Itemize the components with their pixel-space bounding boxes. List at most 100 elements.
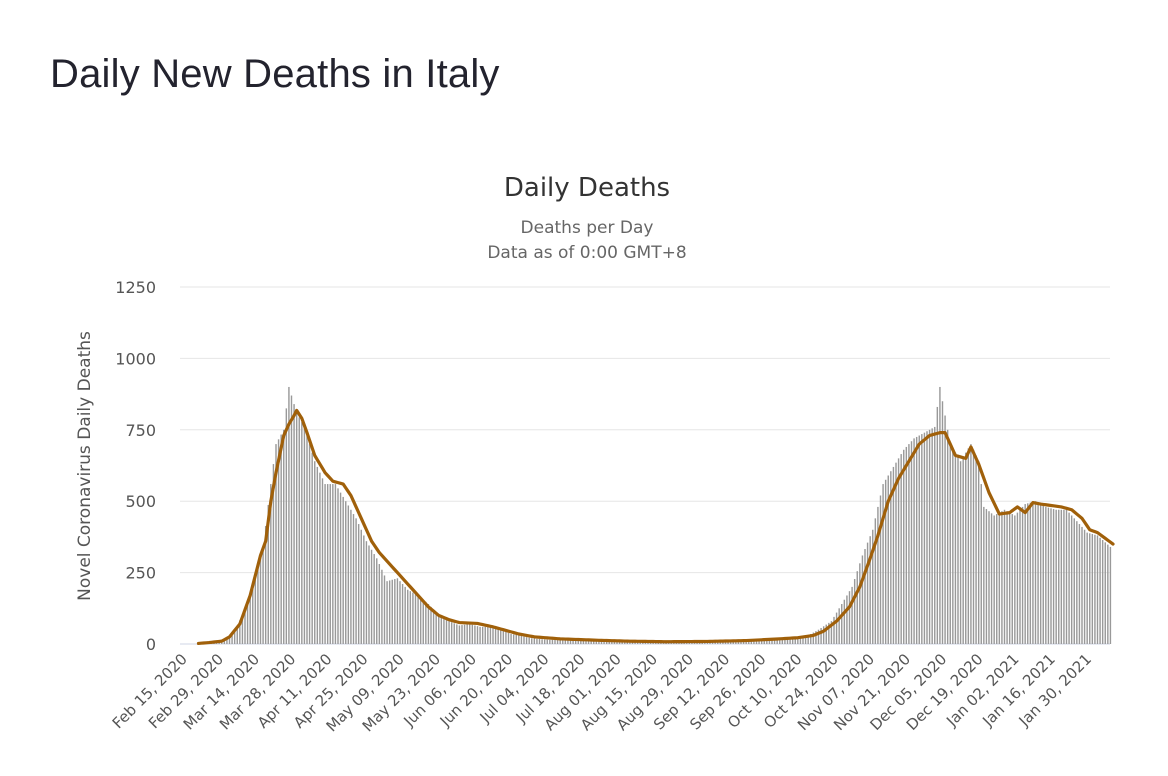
bar — [921, 434, 923, 644]
bar — [856, 571, 858, 644]
bar — [391, 579, 393, 644]
bar — [386, 581, 388, 644]
bar — [1063, 509, 1065, 644]
bar — [345, 501, 347, 644]
bar — [355, 518, 357, 644]
bar — [962, 456, 964, 644]
bar — [593, 641, 595, 644]
bar — [923, 432, 926, 644]
bar — [244, 608, 246, 644]
bar — [443, 618, 445, 644]
bar — [817, 629, 820, 644]
bar — [290, 395, 293, 644]
bar — [1099, 537, 1101, 644]
bar — [476, 626, 479, 644]
bar — [828, 622, 830, 644]
bar — [944, 415, 946, 644]
bar — [231, 635, 233, 644]
bar — [404, 586, 406, 644]
bar — [582, 640, 585, 644]
y-tick-label: 500 — [125, 492, 156, 511]
bar — [900, 454, 902, 644]
bar — [820, 628, 822, 644]
bar — [1104, 542, 1106, 644]
bar — [280, 434, 282, 644]
bar — [432, 609, 435, 644]
bar — [869, 536, 871, 644]
bar — [259, 556, 262, 644]
bar — [396, 578, 399, 644]
bar — [866, 542, 869, 644]
bar — [760, 639, 763, 644]
bar — [236, 625, 238, 644]
bar — [494, 628, 497, 644]
bar — [332, 484, 334, 644]
bar — [975, 455, 977, 644]
bar — [277, 439, 280, 644]
bar — [422, 599, 424, 644]
bar — [329, 484, 331, 644]
bar — [283, 429, 285, 644]
bar — [1068, 512, 1070, 644]
bar — [414, 594, 417, 644]
bar — [257, 566, 259, 644]
bar — [970, 444, 972, 644]
bar — [611, 641, 613, 644]
bar — [1011, 514, 1013, 644]
bar — [549, 639, 551, 644]
bar — [892, 466, 895, 644]
y-tick-label: 0 — [146, 635, 156, 654]
bar — [882, 484, 884, 644]
bar — [264, 525, 267, 644]
bar — [629, 642, 631, 644]
bar — [846, 595, 848, 644]
bar — [401, 584, 404, 644]
bar — [1001, 511, 1003, 644]
bar — [337, 488, 339, 644]
bar — [246, 601, 249, 644]
bar — [489, 626, 492, 644]
bar — [634, 642, 636, 644]
bar — [926, 431, 928, 644]
bar — [1086, 532, 1088, 644]
bar — [528, 637, 530, 644]
y-tick-label: 1250 — [115, 278, 156, 297]
bar — [360, 529, 362, 644]
bar — [450, 622, 453, 644]
bar — [585, 640, 587, 644]
bar — [1065, 509, 1068, 644]
bar — [298, 417, 300, 644]
bar — [1081, 526, 1083, 644]
bar — [642, 642, 644, 644]
bar — [915, 436, 918, 644]
y-tick-label: 750 — [125, 421, 156, 440]
bar — [1039, 504, 1042, 644]
bar — [758, 639, 760, 644]
bar — [252, 586, 254, 644]
bar — [228, 636, 231, 644]
bar — [412, 592, 414, 644]
bar — [453, 623, 455, 644]
bar — [636, 642, 639, 644]
bar — [853, 579, 856, 644]
bar — [768, 638, 771, 644]
bar — [838, 608, 840, 644]
bar — [419, 597, 422, 644]
bar — [590, 640, 592, 644]
bar — [373, 554, 375, 644]
bar — [600, 641, 603, 644]
bar — [766, 639, 768, 644]
bar — [879, 495, 882, 644]
bar — [580, 640, 582, 644]
bar — [1032, 501, 1034, 644]
bar — [556, 640, 559, 644]
bar — [1003, 509, 1006, 644]
bar — [1037, 502, 1039, 644]
bar — [1096, 535, 1099, 644]
bar — [1109, 546, 1112, 644]
bar — [394, 579, 396, 644]
bar — [644, 642, 647, 644]
bar — [458, 625, 461, 644]
bars-series — [200, 386, 1112, 644]
